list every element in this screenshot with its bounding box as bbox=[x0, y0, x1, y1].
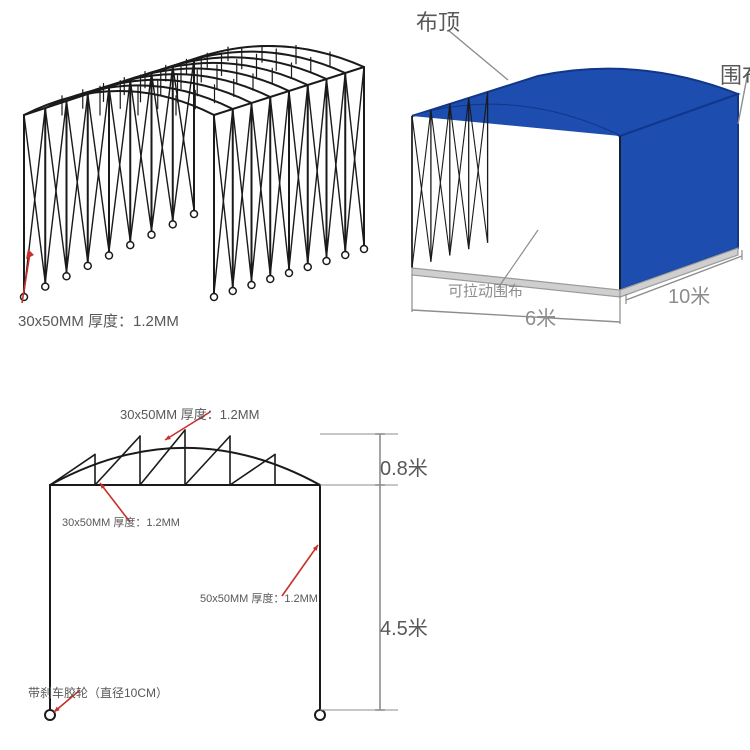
frame-3d-diagram bbox=[14, 45, 374, 305]
label-dim-wall-h: 4.5米 bbox=[380, 612, 428, 641]
label-sliding-fabric: 可拉动围布 bbox=[448, 280, 523, 301]
label-wheel-spec: 带刹车胶轮（直径10CM） bbox=[28, 684, 168, 701]
label-dim-6m: 6米 bbox=[525, 302, 556, 331]
label-frame-spec: 30x50MM 厚度：1.2MM bbox=[18, 310, 179, 331]
label-dim-10m: 10米 bbox=[668, 280, 710, 309]
label-roof-fabric: 布顶 bbox=[416, 5, 460, 37]
label-dim-top-h: 0.8米 bbox=[380, 452, 428, 481]
label-profile-top-spec: 30x50MM 厚度：1.2MM bbox=[120, 404, 259, 423]
diagram-canvas: 布顶 围布 可拉动围布 6米 10米 30x50MM 厚度：1.2MM 30x5… bbox=[0, 0, 750, 750]
label-side-spec: 50x50MM 厚度：1.2MM bbox=[200, 590, 318, 606]
label-side-fabric: 围布 bbox=[720, 58, 750, 90]
label-profile-mid-spec: 30x50MM 厚度：1.2MM bbox=[62, 514, 180, 530]
profile-diagram bbox=[20, 410, 410, 730]
